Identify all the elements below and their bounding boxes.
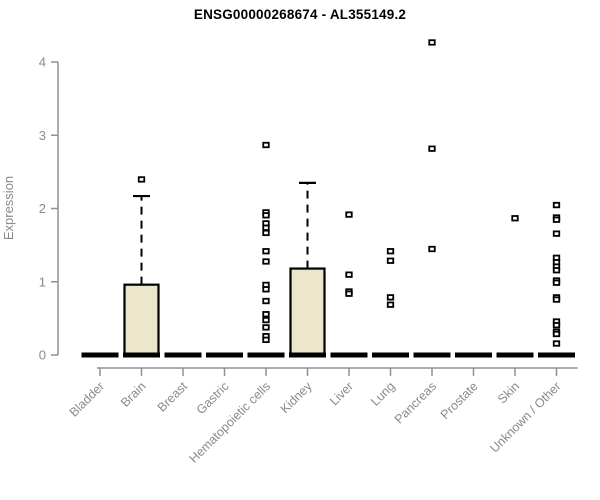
- outlier-point-hematopoietic-cells: [262, 248, 270, 255]
- x-category-label-bladder: Bladder: [67, 379, 107, 419]
- median-bar-lung: [372, 352, 409, 358]
- outlier-point-brain: [137, 176, 146, 183]
- outlier-point-unknown-other: [552, 340, 561, 347]
- x-category-label-lung: Lung: [368, 379, 398, 409]
- median-bar-prostate: [455, 352, 492, 358]
- x-category-label-kidney: Kidney: [278, 379, 315, 416]
- outlier-point-lung: [386, 257, 395, 264]
- outlier-point-hematopoietic-cells: [262, 212, 270, 219]
- outlier-point-unknown-other: [552, 267, 561, 274]
- y-tick-label: 1: [39, 274, 46, 289]
- y-tick-label: 3: [39, 128, 46, 143]
- outlier-point-unknown-other: [552, 330, 561, 338]
- chart-title: ENSG00000268674 - AL355149.2: [193, 7, 407, 22]
- outlier-point-liver: [345, 211, 353, 218]
- x-category-label-prostate: Prostate: [438, 379, 481, 422]
- y-tick-label: 0: [39, 348, 46, 363]
- x-category-label-liver: Liver: [327, 379, 356, 408]
- outlier-point-liver: [345, 290, 353, 297]
- outlier-point-hematopoietic-cells: [262, 311, 270, 318]
- x-category-label-brain: Brain: [118, 379, 149, 410]
- x-category-label-unknown-other: Unknown / Other: [487, 379, 563, 455]
- y-tick-label: 4: [39, 55, 46, 70]
- median-bar-breast: [164, 352, 202, 358]
- outlier-point-hematopoietic-cells: [262, 297, 270, 305]
- outlier-point-hematopoietic-cells: [262, 336, 270, 344]
- outlier-point-unknown-other: [552, 296, 561, 303]
- outlier-point-hematopoietic-cells: [262, 324, 270, 331]
- box-kidney: [289, 267, 326, 357]
- median-bar-hematopoietic-cells: [247, 352, 285, 358]
- x-category-label-gastric: Gastric: [194, 379, 232, 417]
- outlier-point-hematopoietic-cells: [262, 224, 270, 231]
- outlier-point-unknown-other: [552, 322, 561, 329]
- outlier-point-hematopoietic-cells: [262, 286, 270, 293]
- outlier-point-unknown-other: [552, 216, 561, 223]
- median-bar-kidney: [289, 352, 326, 358]
- median-bar-gastric: [206, 352, 243, 358]
- median-bar-liver: [330, 352, 368, 358]
- y-axis-label: Expression: [1, 176, 16, 240]
- plot-area: 0 1 2 3 4 Bladder Brain Breast GastricHematopoie…: [39, 39, 578, 466]
- x-category-label-pancreas: Pancreas: [392, 379, 439, 426]
- outlier-point-lung: [386, 248, 395, 255]
- box-brain: [123, 283, 160, 357]
- outlier-point-lung: [386, 301, 395, 308]
- x-category-label-skin: Skin: [495, 379, 522, 406]
- median-bar-pancreas: [413, 352, 451, 358]
- y-tick-label: 2: [39, 201, 46, 216]
- outlier-point-pancreas: [428, 245, 436, 253]
- median-bar-brain: [123, 352, 160, 358]
- median-bar-unknown-other: [538, 352, 575, 358]
- outlier-point-liver: [345, 271, 353, 278]
- x-category-label-hematopoietic-cells: Hematopoietic cells: [187, 379, 274, 466]
- x-category-label-breast: Breast: [155, 379, 191, 415]
- median-bar-bladder: [81, 352, 119, 358]
- outlier-point-skin: [511, 215, 519, 222]
- outlier-point-hematopoietic-cells: [262, 258, 270, 265]
- outlier-point-pancreas: [428, 39, 436, 46]
- outlier-point-pancreas: [428, 145, 436, 152]
- outlier-point-hematopoietic-cells: [262, 316, 270, 324]
- outlier-point-unknown-other: [552, 230, 561, 237]
- median-bar-skin: [496, 352, 534, 358]
- outlier-point-hematopoietic-cells: [262, 229, 270, 237]
- outlier-point-hematopoietic-cells: [262, 141, 270, 149]
- outlier-point-lung: [386, 294, 395, 301]
- outlier-point-unknown-other: [552, 201, 561, 209]
- outlier-point-unknown-other: [552, 279, 561, 286]
